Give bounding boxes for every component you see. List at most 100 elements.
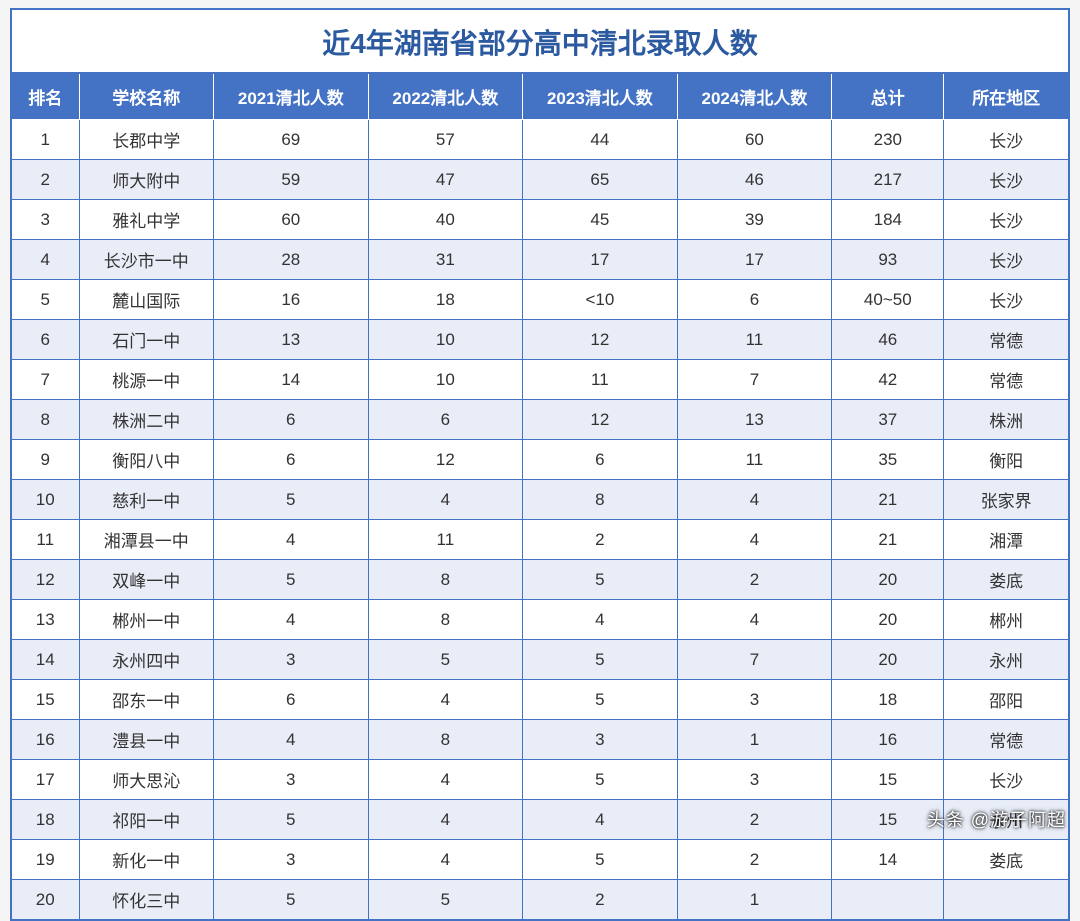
admissions-table: 排名 学校名称 2021清北人数 2022清北人数 2023清北人数 2024清… (10, 72, 1070, 921)
table-cell: 4 (368, 480, 523, 520)
table-cell: 长沙市一中 (79, 240, 214, 280)
table-cell: 12 (523, 400, 678, 440)
table-cell: 3 (523, 720, 678, 760)
table-cell: 14 (11, 640, 79, 680)
table-cell: 3 (214, 760, 369, 800)
table-cell: 4 (368, 840, 523, 880)
table-cell: 娄底 (944, 840, 1069, 880)
table-cell: 5 (523, 560, 678, 600)
table-cell: 12 (11, 560, 79, 600)
table-cell: 8 (11, 400, 79, 440)
table-cell: 郴州 (944, 600, 1069, 640)
table-cell: 长沙 (944, 240, 1069, 280)
table-cell: 14 (214, 360, 369, 400)
table-cell: 永州四中 (79, 640, 214, 680)
table-cell: 长沙 (944, 160, 1069, 200)
table-cell: 张家界 (944, 480, 1069, 520)
table-cell: 株洲二中 (79, 400, 214, 440)
table-cell: 4 (523, 600, 678, 640)
table-cell: 10 (368, 360, 523, 400)
table-cell: 2 (677, 560, 832, 600)
table-cell: 3 (11, 200, 79, 240)
table-row: 4长沙市一中2831171793长沙 (11, 240, 1069, 280)
table-cell: 长沙 (944, 200, 1069, 240)
table-cell: 12 (523, 320, 678, 360)
table-cell: 13 (11, 600, 79, 640)
table-cell: 9 (11, 440, 79, 480)
table-cell: 6 (214, 400, 369, 440)
table-cell: 16 (214, 280, 369, 320)
table-cell: 46 (677, 160, 832, 200)
table-cell (832, 880, 944, 921)
table-cell: 新化一中 (79, 840, 214, 880)
table-cell: 6 (214, 680, 369, 720)
table-cell: 42 (832, 360, 944, 400)
table-row: 18祁阳一中544215永州 (11, 800, 1069, 840)
table-cell: 20 (11, 880, 79, 921)
table-cell: 2 (523, 520, 678, 560)
table-cell: 怀化三中 (79, 880, 214, 921)
table-container: 近4年湖南省部分高中清北录取人数 排名 学校名称 2021清北人数 2022清北… (0, 0, 1080, 921)
table-row: 17师大思沁345315长沙 (11, 760, 1069, 800)
table-cell: 184 (832, 200, 944, 240)
table-cell: 4 (368, 760, 523, 800)
table-cell: 13 (214, 320, 369, 360)
table-cell: 4 (368, 800, 523, 840)
table-cell: 常德 (944, 360, 1069, 400)
table-cell: 7 (677, 360, 832, 400)
table-cell: 湘潭 (944, 520, 1069, 560)
table-cell: 60 (214, 200, 369, 240)
table-cell: 5 (11, 280, 79, 320)
table-cell: 5 (214, 880, 369, 921)
table-cell: 5 (523, 640, 678, 680)
table-cell: 衡阳八中 (79, 440, 214, 480)
table-cell: 3 (677, 760, 832, 800)
col-header-2022: 2022清北人数 (368, 73, 523, 120)
table-cell: 20 (832, 600, 944, 640)
table-cell: 40 (368, 200, 523, 240)
table-cell: 16 (11, 720, 79, 760)
table-row: 2师大附中59476546217长沙 (11, 160, 1069, 200)
table-cell: 21 (832, 480, 944, 520)
table-cell: 13 (677, 400, 832, 440)
table-cell: 18 (11, 800, 79, 840)
table-cell: 4 (368, 680, 523, 720)
table-cell: 5 (523, 680, 678, 720)
table-cell: 28 (214, 240, 369, 280)
table-cell: 常德 (944, 720, 1069, 760)
table-cell (944, 880, 1069, 921)
table-cell: 60 (677, 120, 832, 160)
col-header-region: 所在地区 (944, 73, 1069, 120)
table-cell: 44 (523, 120, 678, 160)
table-cell: 郴州一中 (79, 600, 214, 640)
table-cell: 7 (677, 640, 832, 680)
table-cell: 娄底 (944, 560, 1069, 600)
table-cell: 长沙 (944, 280, 1069, 320)
table-cell: 7 (11, 360, 79, 400)
table-cell: 230 (832, 120, 944, 160)
table-row: 16澧县一中483116常德 (11, 720, 1069, 760)
table-cell: 4 (11, 240, 79, 280)
table-cell: 37 (832, 400, 944, 440)
table-cell: 湘潭县一中 (79, 520, 214, 560)
table-row: 11湘潭县一中4112421湘潭 (11, 520, 1069, 560)
table-cell: 祁阳一中 (79, 800, 214, 840)
table-cell: 永州 (944, 640, 1069, 680)
table-cell: 18 (832, 680, 944, 720)
table-cell: 师大附中 (79, 160, 214, 200)
col-header-rank: 排名 (11, 73, 79, 120)
table-cell: 石门一中 (79, 320, 214, 360)
table-cell: 39 (677, 200, 832, 240)
col-header-2023: 2023清北人数 (523, 73, 678, 120)
table-cell: 4 (523, 800, 678, 840)
table-cell: 4 (214, 720, 369, 760)
table-cell: 4 (214, 520, 369, 560)
table-cell: 8 (523, 480, 678, 520)
table-cell: 4 (677, 600, 832, 640)
table-cell: 31 (368, 240, 523, 280)
table-cell: 15 (11, 680, 79, 720)
table-cell: 2 (677, 840, 832, 880)
table-cell: 长郡中学 (79, 120, 214, 160)
table-row: 7桃源一中141011742常德 (11, 360, 1069, 400)
table-cell: 长沙 (944, 120, 1069, 160)
